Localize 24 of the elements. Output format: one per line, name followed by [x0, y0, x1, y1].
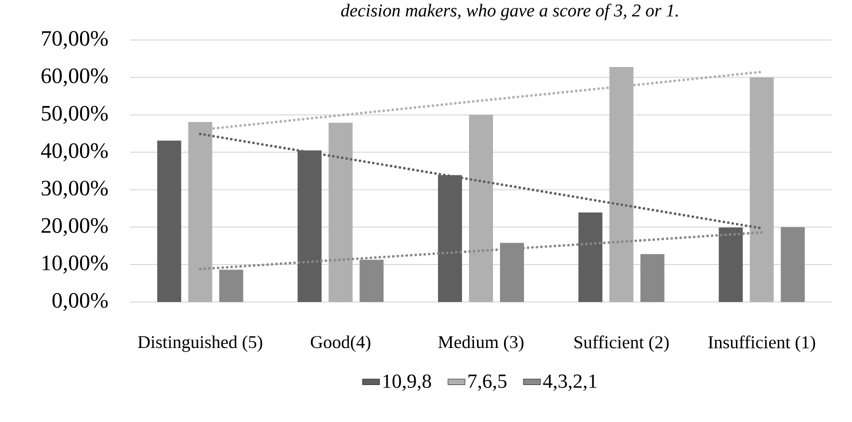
bar: [157, 140, 182, 302]
x-tick-label: Medium (3): [438, 336, 524, 352]
y-tick-label: 10,00%: [42, 256, 108, 274]
y-tick-label: 70,00%: [42, 30, 108, 50]
bar: [780, 227, 805, 302]
chart-title: decision makers, who gave a score of 3, 2 or 1.: [341, 4, 678, 20]
bar: [578, 212, 602, 302]
x-tick-label: Insufficient (1): [708, 336, 816, 352]
bar: [640, 254, 664, 302]
y-tick-label: 0,00%: [52, 292, 108, 311]
bar: [469, 114, 493, 302]
x-tick-label: Good(4): [310, 336, 370, 352]
x-tick-label: Sufficient (2): [574, 336, 669, 352]
bar: [750, 77, 774, 302]
y-tick-label: 40,00%: [41, 143, 108, 162]
y-tick-label: 50,00%: [42, 106, 108, 124]
y-tick-label: 60,00%: [42, 68, 108, 86]
legend-label: 10,9,8: [384, 374, 431, 391]
bar: [328, 122, 353, 302]
x-tick-label: Distinguished (5): [138, 336, 262, 352]
y-tick-label: 20,00%: [42, 218, 108, 236]
legend-label: 7,6,5: [468, 374, 506, 391]
legend-label: 4,3,2,1: [543, 374, 596, 391]
y-tick-label: 30,00%: [42, 180, 108, 199]
